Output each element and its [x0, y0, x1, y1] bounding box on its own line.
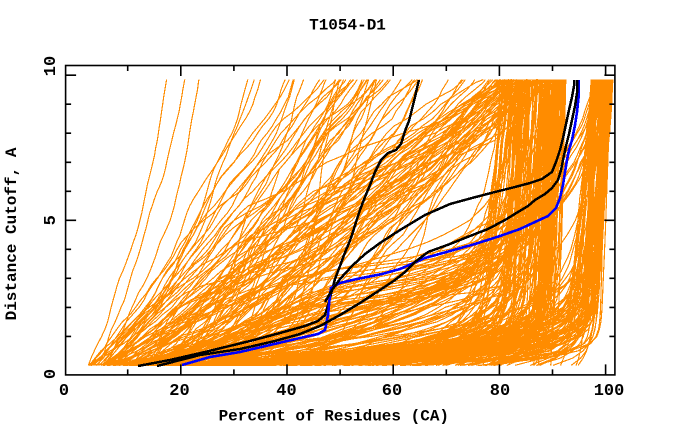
svg-text:10: 10 [42, 56, 61, 76]
svg-text:Distance Cutoff, A: Distance Cutoff, A [3, 147, 21, 320]
svg-text:5: 5 [42, 215, 61, 225]
svg-text:T1054-D1: T1054-D1 [309, 17, 386, 35]
svg-text:100: 100 [594, 382, 625, 401]
svg-text:40: 40 [276, 382, 296, 401]
svg-text:0: 0 [42, 369, 61, 379]
svg-text:20: 20 [169, 382, 189, 401]
svg-text:80: 80 [490, 382, 510, 401]
svg-text:0: 0 [59, 382, 69, 401]
svg-text:60: 60 [382, 382, 402, 401]
svg-text:Percent of Residues (CA): Percent of Residues (CA) [219, 408, 449, 426]
